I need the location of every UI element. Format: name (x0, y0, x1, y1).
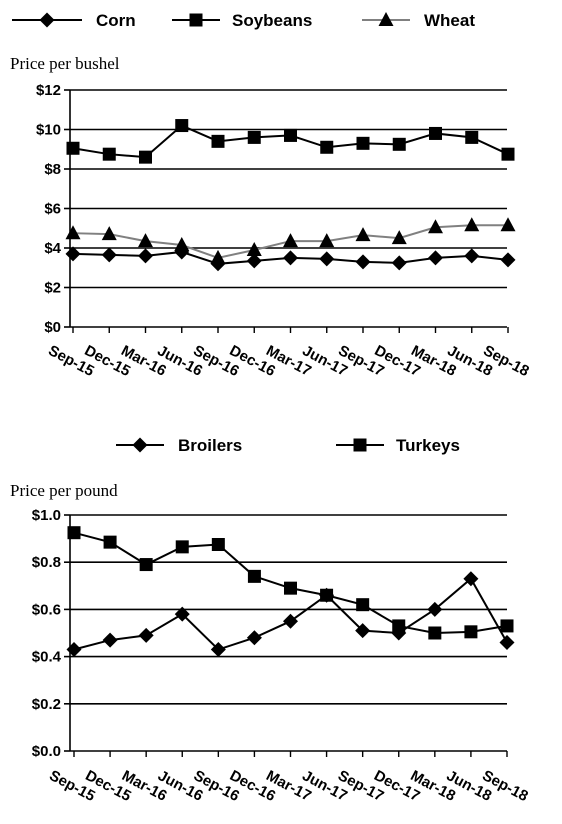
data-point (211, 538, 225, 551)
data-point (66, 141, 80, 155)
data-point (247, 130, 261, 144)
data-point (247, 569, 261, 583)
data-point (283, 233, 298, 248)
data-point (283, 250, 298, 266)
data-point (464, 217, 480, 232)
data-point (174, 606, 190, 622)
data-point (210, 249, 226, 264)
data-point (355, 254, 371, 270)
data-point (355, 623, 371, 639)
legend-triangle-marker (378, 12, 394, 26)
y-tick-label: $8 (44, 161, 61, 178)
y-tick-label: $4 (44, 240, 61, 257)
legend-label: Turkeys (396, 436, 460, 455)
legend-label: Broilers (178, 436, 242, 455)
data-point (500, 619, 514, 633)
data-point (464, 625, 478, 639)
legend-label: Soybeans (232, 11, 312, 30)
data-point (392, 137, 406, 151)
legend-diamond-marker (132, 437, 148, 453)
y-tick-label: $6 (44, 201, 61, 218)
legend-diamond-marker (39, 12, 55, 28)
legend-square-marker (353, 438, 367, 452)
data-point (320, 140, 334, 154)
data-point (463, 571, 479, 587)
y-tick-label: $0.8 (32, 554, 61, 571)
series-turkeys (67, 526, 514, 640)
data-point (501, 147, 515, 161)
legend-item-broilers: Broilers (116, 436, 242, 455)
legend-label: Corn (96, 11, 136, 30)
data-point (210, 642, 226, 658)
data-point (139, 558, 153, 572)
data-point (211, 134, 225, 148)
y-tick-label: $1.0 (32, 507, 61, 524)
y-tick-label: $10 (36, 122, 61, 139)
data-point (429, 126, 442, 140)
data-point (500, 252, 516, 268)
series-wheat (65, 217, 516, 264)
data-point (392, 619, 406, 633)
legend-item-corn: Corn (12, 11, 136, 30)
data-point (102, 632, 118, 648)
data-point (67, 526, 81, 540)
data-point (138, 248, 153, 264)
data-point (65, 225, 81, 240)
data-point (427, 601, 443, 617)
data-point (66, 642, 82, 658)
y-tick-label: $12 (36, 82, 61, 99)
chart-1: Corn Soybeans Wheat Price per bushel $0 $2 $4 $… (10, 11, 532, 380)
data-point (356, 136, 370, 150)
data-point (65, 246, 81, 262)
data-point (101, 226, 117, 241)
data-point (319, 233, 335, 248)
data-point (355, 227, 371, 242)
data-point (246, 253, 262, 269)
data-point (428, 250, 443, 266)
y-axis-label: Price per bushel (10, 54, 120, 73)
y-tick-label: $0.0 (32, 743, 61, 760)
data-point (500, 217, 516, 232)
data-point (284, 128, 297, 142)
y-tick-label: $0.4 (32, 649, 62, 666)
data-point (283, 581, 297, 595)
legend-item-soybeans: Soybeans (172, 11, 312, 30)
data-point (319, 251, 335, 267)
chart-2: Broilers Turkeys Price per pound $0.0 $0.2 $0… (10, 436, 531, 805)
data-point (246, 630, 262, 646)
data-point (103, 535, 117, 549)
data-point (282, 613, 298, 629)
legend-label: Wheat (424, 11, 475, 30)
data-point (175, 540, 189, 554)
data-point (138, 627, 154, 643)
y-tick-label: $0.2 (32, 696, 61, 713)
y-tick-label: $2 (44, 280, 61, 297)
series-soybeans (66, 119, 515, 164)
data-point (102, 147, 116, 161)
data-point (391, 255, 407, 271)
data-point (174, 237, 190, 252)
data-point (499, 634, 515, 650)
data-point (428, 626, 442, 640)
data-point (101, 247, 117, 263)
data-point (175, 119, 189, 133)
data-point (139, 150, 152, 164)
y-axis-label: Price per pound (10, 481, 118, 500)
data-point (246, 241, 262, 256)
data-point (320, 588, 334, 602)
data-point (464, 248, 480, 264)
data-point (356, 598, 370, 612)
legend-square-marker (189, 13, 203, 27)
data-point (138, 233, 153, 248)
series-corn (65, 244, 516, 272)
y-tick-label: $0.6 (32, 601, 61, 618)
data-point (428, 219, 443, 234)
y-tick-label: $0 (44, 319, 61, 336)
data-point (465, 130, 479, 144)
data-point (391, 230, 407, 245)
legend-item-turkeys: Turkeys (336, 436, 460, 455)
legend-item-wheat: Wheat (362, 11, 475, 30)
